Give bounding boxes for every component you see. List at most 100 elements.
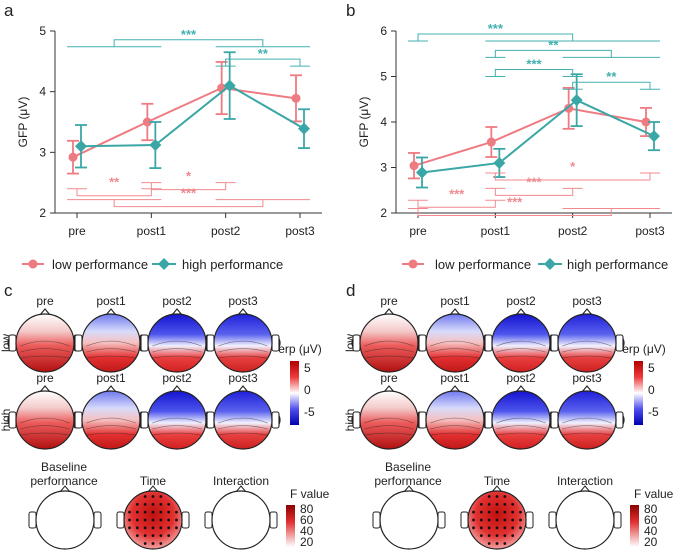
topomap-high-post2 — [483, 385, 559, 450]
condition-label: post3 — [228, 294, 258, 308]
electrode-dot — [472, 510, 475, 514]
sig-bracket — [494, 69, 574, 77]
electrode-dot — [159, 510, 163, 514]
scalp-map — [491, 390, 551, 450]
contour-line — [152, 425, 202, 430]
electrode-dot — [159, 495, 163, 498]
electrode-dot — [519, 526, 522, 530]
nose-icon — [39, 308, 51, 316]
topomap-low-post2 — [139, 308, 215, 373]
left-ear-icon — [204, 511, 213, 529]
f-colorbar-tick: 40 — [644, 524, 658, 538]
electrode-dot — [503, 518, 507, 522]
electrode-dot — [151, 534, 155, 538]
contour-line — [86, 355, 136, 359]
legend-low-marker — [408, 259, 418, 269]
panel-label-a: a — [4, 1, 14, 20]
effect-title-baseline: performance — [30, 474, 98, 488]
electrode-dot — [503, 534, 507, 538]
contour-line — [86, 348, 136, 353]
condition-label: pre — [36, 371, 54, 385]
contour-line — [430, 432, 480, 436]
electrode-dot — [519, 510, 522, 514]
nose-icon — [449, 308, 461, 316]
nose-icon — [237, 308, 249, 316]
erp-colorbar — [290, 361, 299, 425]
electrode-dot — [167, 526, 171, 530]
contour-line — [430, 425, 480, 430]
f-colorbar-label: F value — [290, 487, 330, 501]
y-tick-label: 5 — [380, 70, 387, 84]
panel-label-c: c — [4, 281, 13, 300]
effect-title-baseline: Baseline — [385, 460, 431, 474]
left-ear-icon — [140, 411, 149, 429]
sig-label: * — [186, 169, 192, 184]
contour-line — [86, 425, 136, 430]
left-ear-icon — [352, 411, 361, 429]
sig-label: *** — [449, 186, 465, 201]
sig-bracket — [494, 188, 574, 196]
electrode-dot — [479, 510, 483, 514]
series-line-low — [72, 86, 297, 159]
topomap-low-post3 — [205, 308, 281, 373]
sig-label: ** — [109, 175, 120, 190]
f-colorbar-label: F value — [634, 487, 674, 501]
nose-icon — [105, 385, 117, 393]
y-tick-label: 5 — [39, 24, 46, 38]
contour-line — [218, 355, 268, 359]
contour-line — [364, 340, 414, 347]
erp-colorbar-tick: -5 — [648, 405, 659, 419]
effect-title-time: Time — [140, 474, 167, 488]
contour-line — [562, 425, 612, 430]
x-tick-label: pre — [409, 224, 427, 238]
nose-icon — [491, 485, 503, 493]
condition-label: post2 — [506, 371, 536, 385]
electrode-dot — [128, 510, 131, 514]
sig-bracket — [572, 81, 651, 90]
electrode-dot — [159, 502, 163, 506]
scalp-map — [425, 313, 485, 373]
topomap-high-pre — [7, 385, 83, 450]
condition-label: post2 — [162, 294, 192, 308]
contour-line — [364, 417, 414, 424]
nose-icon — [383, 385, 395, 393]
f-colorbar-tick: 60 — [300, 513, 314, 527]
electrode-dot — [495, 526, 499, 530]
left-ear-icon — [484, 334, 493, 352]
sig-label: ** — [258, 46, 269, 61]
nose-icon — [581, 385, 593, 393]
electrode-dot — [167, 502, 171, 506]
left-ear-icon — [206, 411, 215, 429]
f-colorbar-tick: 40 — [300, 524, 314, 538]
contour-line — [430, 340, 480, 347]
electrode-dot — [511, 518, 515, 522]
legend-high-label: high performance — [567, 257, 668, 272]
right-ear-icon — [613, 511, 622, 529]
left-ear-icon — [548, 511, 557, 529]
nose-icon — [171, 385, 183, 393]
contour-line — [20, 355, 70, 359]
erp-colorbar-label: erp (μV) — [622, 342, 666, 356]
contour-line — [20, 432, 70, 436]
contour-line — [364, 432, 414, 436]
electrode-dot — [151, 495, 155, 498]
contour-line — [496, 417, 546, 424]
topomap-high-pre — [351, 385, 427, 450]
electrode-dot — [167, 518, 171, 522]
condition-label: post3 — [572, 294, 602, 308]
y-tick-label: 2 — [39, 206, 46, 220]
point-low — [409, 161, 419, 171]
electrode-dot — [511, 502, 515, 506]
electrode-dot — [151, 518, 155, 522]
y-tick-label: 3 — [39, 145, 46, 159]
effect-title-interaction: Interaction — [557, 474, 613, 488]
contour-line — [218, 417, 268, 424]
effect-map-time — [116, 485, 190, 550]
f-colorbar-tick: 80 — [300, 502, 314, 516]
electrode-dot — [135, 510, 139, 514]
contour-line — [430, 417, 480, 424]
scalp-map — [15, 313, 75, 373]
